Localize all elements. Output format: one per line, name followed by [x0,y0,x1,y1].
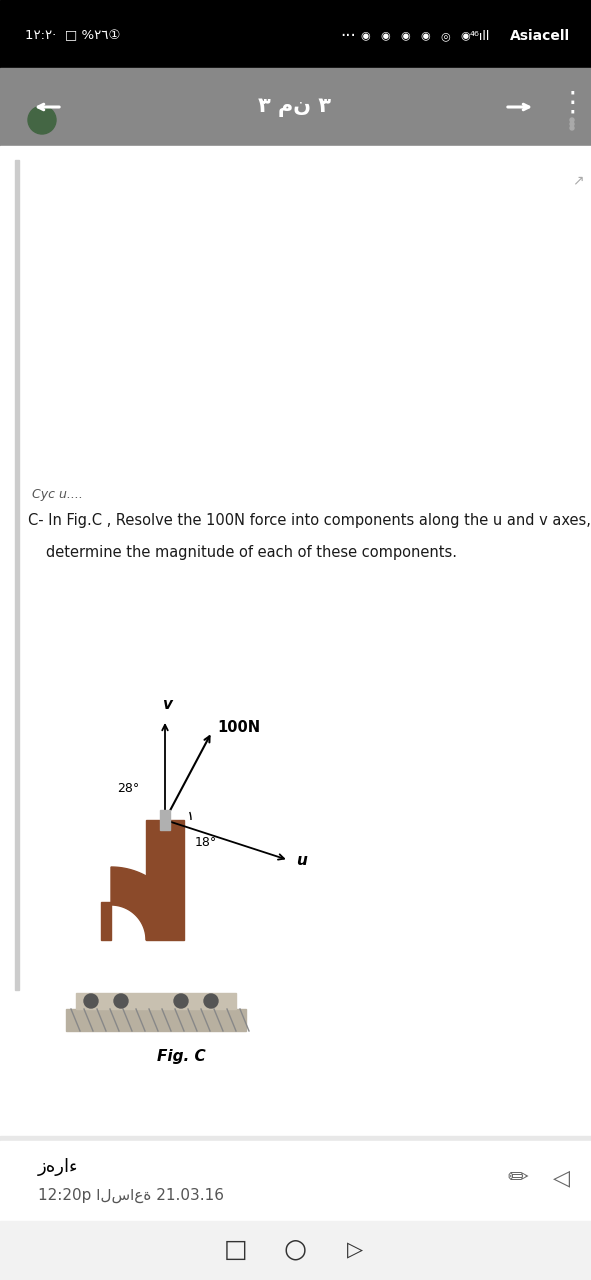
Text: Cyc u....: Cyc u.... [32,488,83,500]
Text: ◁: ◁ [553,1167,570,1188]
Bar [146,820,184,940]
Text: 18°: 18° [195,836,217,849]
Bar [101,902,111,940]
Bar [76,993,236,1009]
Circle shape [570,118,574,122]
Text: C- In Fig.C , Resolve the 100N force into components along the u and v axes, and: C- In Fig.C , Resolve the 100N force int… [28,513,591,527]
Text: 12:20p الساعة 21.03.16: 12:20p الساعة 21.03.16 [38,1188,224,1203]
Text: ◉: ◉ [360,31,370,41]
Bar [160,810,170,829]
Text: ⁴⁶ıll: ⁴⁶ıll [470,29,490,42]
Text: ✏: ✏ [508,1166,528,1190]
Text: ↗: ↗ [572,173,584,187]
Text: 100N: 100N [217,721,260,735]
Text: ◉: ◉ [400,31,410,41]
Text: u: u [296,852,307,868]
Text: ○: ○ [284,1236,307,1263]
Bar [0,1221,591,1280]
Text: Asiacell: Asiacell [510,29,570,44]
Circle shape [28,106,56,134]
Text: determine the magnitude of each of these components.: determine the magnitude of each of these… [46,545,457,561]
Circle shape [174,995,188,1009]
Text: 1۲:۲·  □ %۲٦①: 1۲:۲· □ %۲٦① [25,29,121,42]
Circle shape [570,122,574,125]
Text: ◉: ◉ [460,31,470,41]
Circle shape [84,995,98,1009]
Circle shape [570,125,574,131]
Text: v: v [162,698,172,712]
Text: ◎: ◎ [440,31,450,41]
Text: ٣ من ٣: ٣ من ٣ [258,97,332,116]
Text: ···: ··· [340,27,356,45]
Circle shape [204,995,218,1009]
Text: ◉: ◉ [380,31,390,41]
Text: Fig. C: Fig. C [157,1050,206,1064]
Bar [66,1009,246,1030]
Bar [0,1140,591,1221]
Text: ⋮: ⋮ [558,90,586,116]
Text: ▷: ▷ [347,1240,363,1260]
Bar [0,0,591,68]
Text: □: □ [224,1238,248,1262]
Text: زهراء: زهراء [38,1158,79,1176]
Text: ◉: ◉ [420,31,430,41]
Polygon shape [111,867,184,940]
Bar [0,146,591,1137]
Bar [0,68,591,146]
Bar [0,1137,591,1140]
Circle shape [114,995,128,1009]
Text: 28°: 28° [117,782,139,795]
Bar [15,160,19,989]
